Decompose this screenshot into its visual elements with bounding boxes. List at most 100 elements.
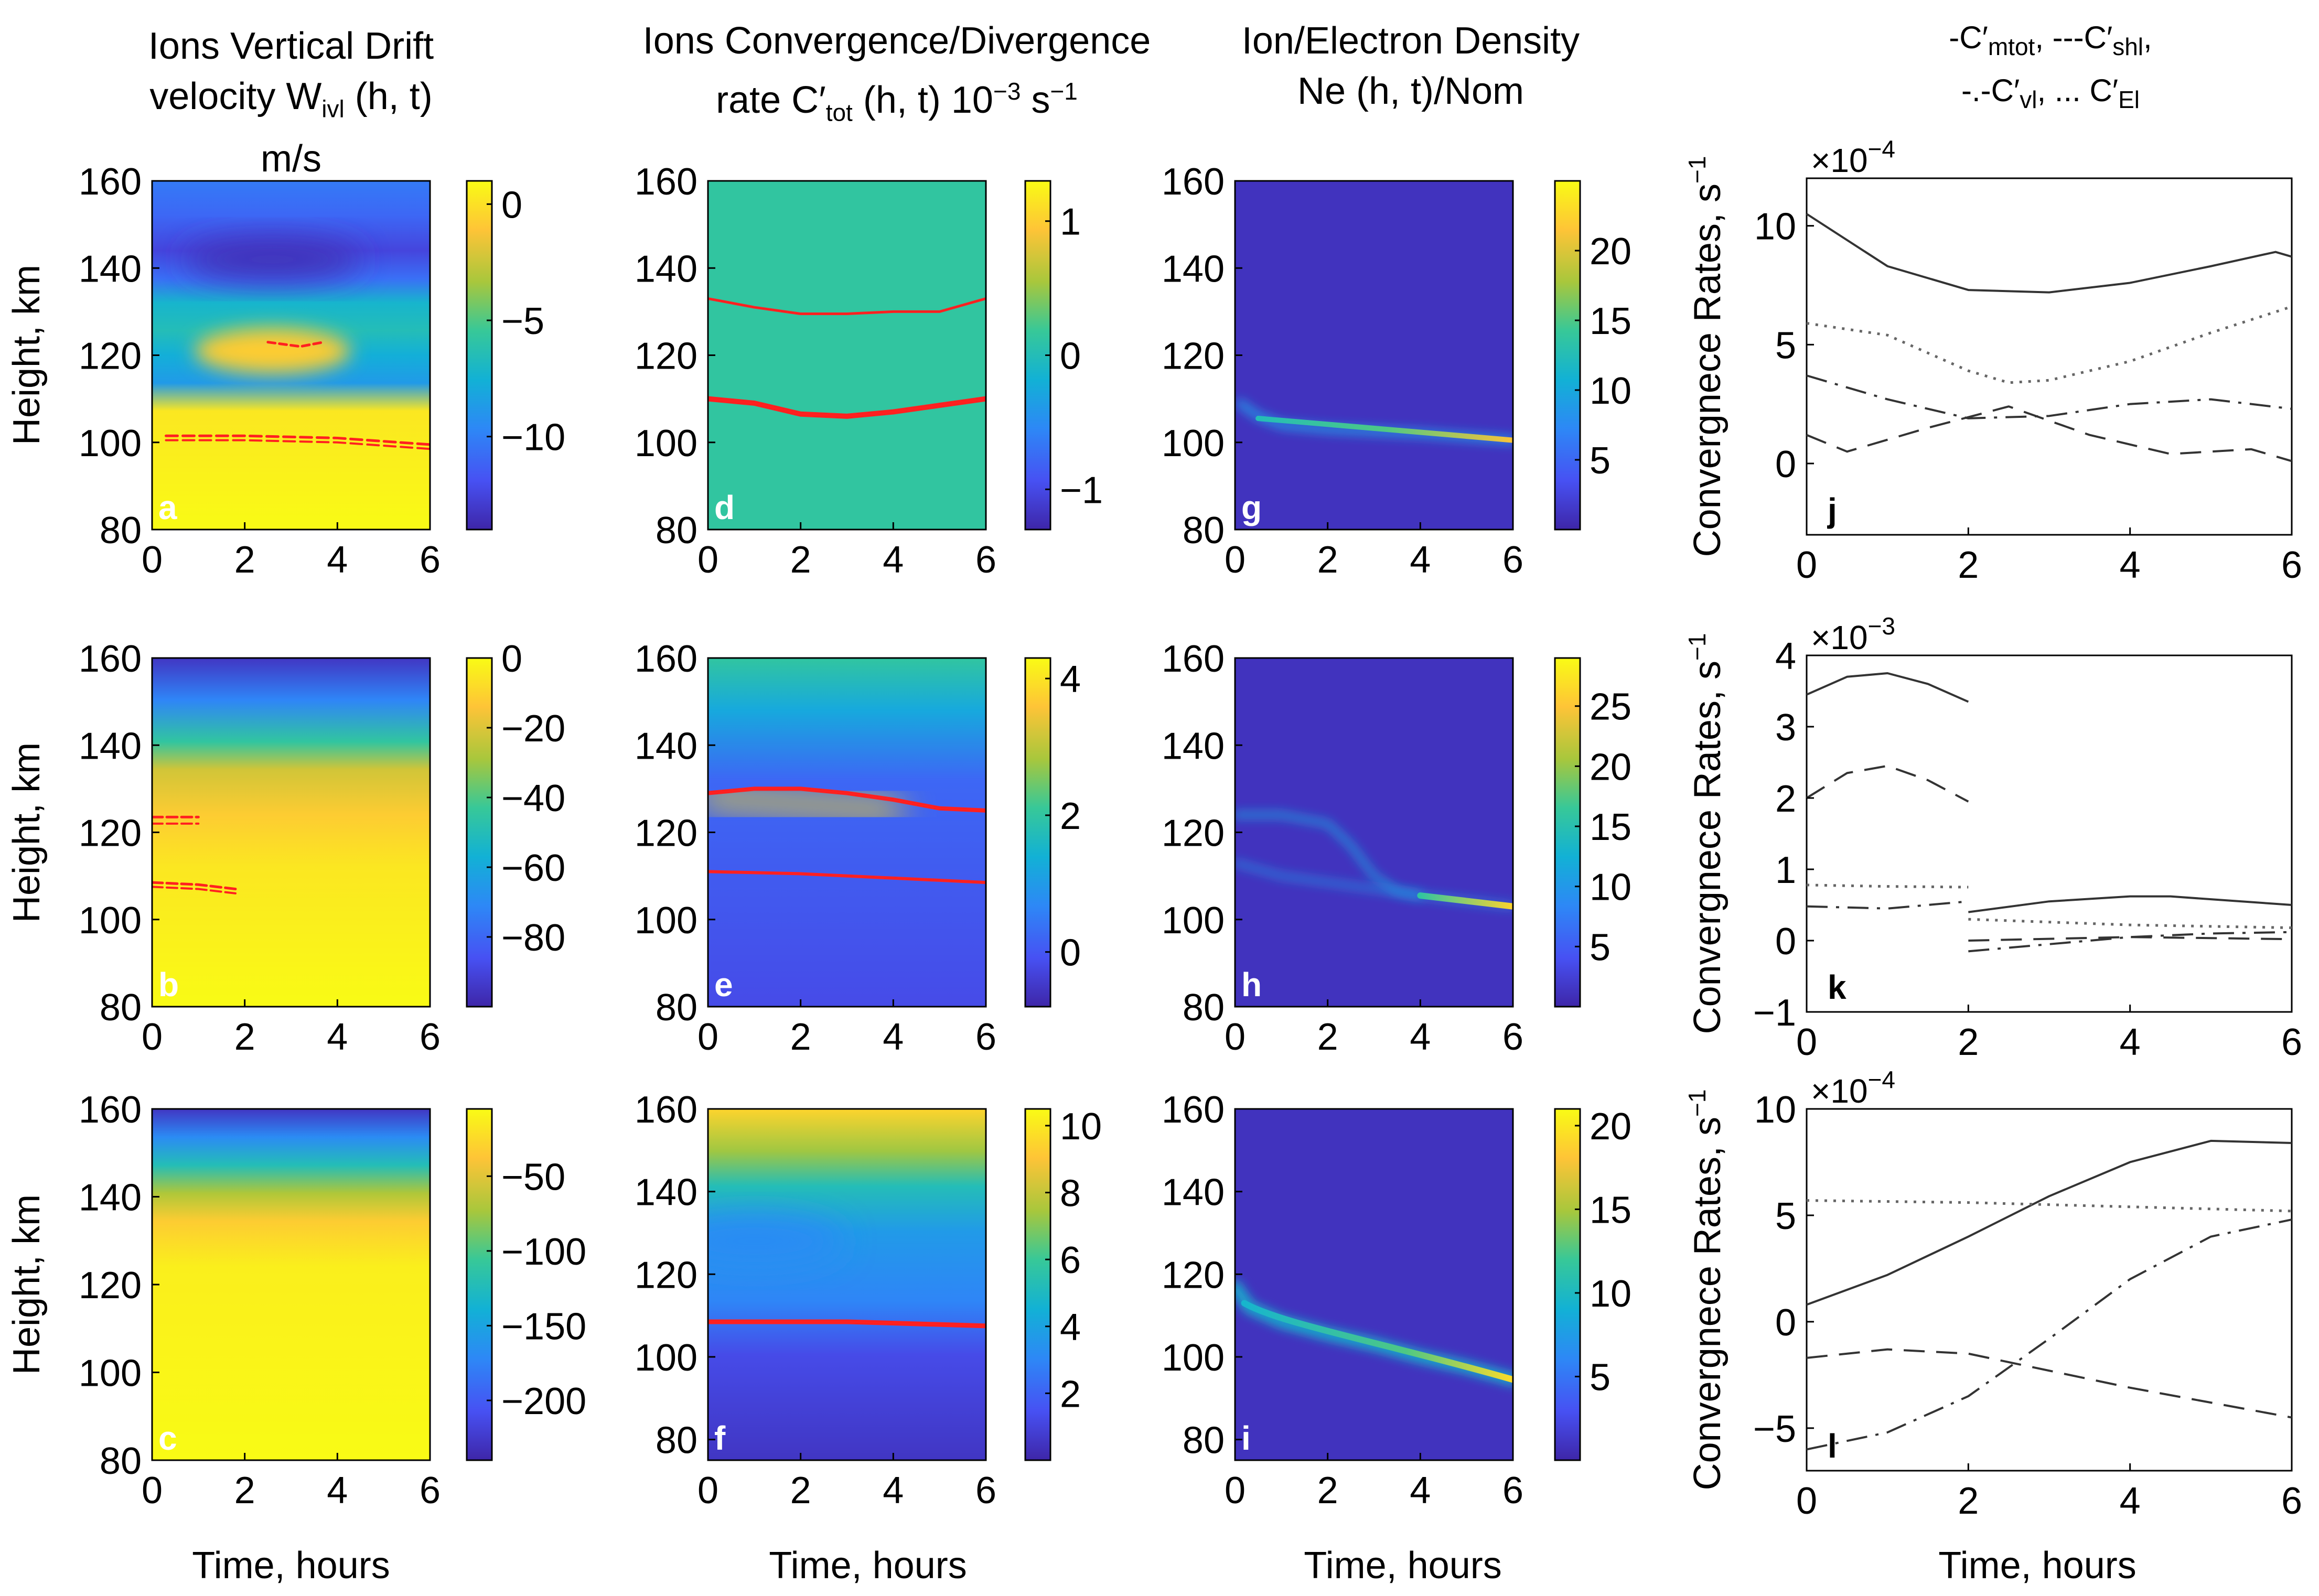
colorbar-tick-label-h: 15	[1590, 806, 1631, 848]
x-tick-label-a: 2	[234, 539, 255, 581]
x-axis-label: Time, hours	[1938, 1545, 2136, 1587]
y-tick-label-j: 5	[1775, 325, 1796, 366]
header-col2: Ions Convergence/Divergence rate C′tot (…	[603, 16, 1190, 137]
scale-factor-l: ×10−4	[1811, 1066, 1895, 1110]
y-tick-label-f: 80	[656, 1420, 697, 1462]
colorbar-tick-label-h: 25	[1590, 686, 1631, 728]
panel-letter-i: i	[1241, 1419, 1251, 1457]
panel-letter-d: d	[714, 489, 735, 526]
colorbar-f	[1024, 1108, 1051, 1461]
y-tick-label-a: 140	[79, 248, 142, 290]
scale-exponent-l: −4	[1868, 1066, 1895, 1093]
x-tick-label-f: 4	[883, 1470, 904, 1512]
panel-letter-l: l	[1828, 1427, 1837, 1465]
colorbar-tick-label-h: 10	[1590, 867, 1631, 909]
x-tick-label-b: 4	[327, 1016, 348, 1058]
series-k-cvl-3	[1806, 900, 1969, 910]
heatmap-d	[708, 181, 986, 530]
panel-e	[707, 657, 1051, 1008]
series-l-cel-1	[1806, 1199, 2292, 1213]
header-col1-line1: Ions Vertical Drift	[148, 25, 434, 67]
scale-exponent-j: −4	[1868, 135, 1895, 163]
x-tick-label-g: 2	[1317, 539, 1338, 581]
header-col4-line1: -C′mtot, ---C′shl,	[1949, 20, 2152, 60]
y-tick-label-j: 10	[1754, 206, 1796, 248]
panel-b	[151, 657, 493, 1008]
y-tick-label-d: 140	[635, 248, 697, 290]
heatmap-a	[152, 181, 430, 530]
header-col1: Ions Vertical Drift velocity Wivl (h, t)…	[121, 21, 461, 184]
y-tick-label-l: 10	[1754, 1089, 1796, 1131]
y-tick-label-i: 100	[1162, 1337, 1225, 1379]
contour-b-lower2	[152, 886, 237, 894]
contour-a-upper	[266, 341, 325, 348]
contour-a-lower	[165, 434, 430, 446]
x-tick-label-i: 6	[1502, 1470, 1523, 1512]
colorbar-tick-label-i: 5	[1590, 1356, 1611, 1398]
y-tick-label-i: 120	[1162, 1254, 1225, 1296]
y-tick-label-f: 160	[635, 1089, 697, 1131]
panel-letter-h: h	[1241, 966, 1262, 1004]
y-tick-label-e: 100	[635, 900, 697, 942]
panel-letter-j: j	[1827, 491, 1837, 529]
x-tick-label-h: 0	[1225, 1016, 1246, 1058]
y-axis-label-j: Convergnece Rates, s−1	[1683, 156, 1728, 557]
colorbar-tick-label-f: 4	[1060, 1307, 1081, 1349]
header-col1-line2: velocity Wivl (h, t) m/s	[149, 76, 433, 180]
axes-frame-i	[1234, 1108, 1514, 1461]
header-col3-line2: Ne (h, t)/Nom	[1297, 70, 1524, 112]
colorbar-tick-label-b: −40	[501, 778, 565, 819]
axes-frame-f	[707, 1108, 987, 1461]
colorbar-tick-label-g: 15	[1590, 300, 1631, 342]
x-axis-label: Time, hours	[192, 1545, 390, 1587]
axes-frame-j	[1806, 177, 2293, 536]
x-tick-label-c: 6	[420, 1470, 441, 1512]
y-axis-label-k: Convergnece Rates, s−1	[1683, 633, 1728, 1034]
colorbar-tick-label-f: 6	[1060, 1239, 1081, 1281]
layer-i	[1241, 1300, 1513, 1383]
series-l-cmtot-0	[1806, 1139, 2292, 1306]
colorbar-tick-label-b: 0	[501, 638, 522, 680]
series-j-cmtot-0	[1806, 213, 2292, 294]
y-tick-label-e: 80	[656, 987, 697, 1029]
y-tick-label-f: 100	[635, 1337, 697, 1379]
y-tick-label-k: 2	[1775, 778, 1796, 820]
y-tick-label-a: 80	[100, 510, 142, 552]
field-f	[708, 1109, 986, 1460]
y-tick-label-k: 3	[1775, 707, 1796, 749]
colorbar-tick-label-a: 0	[501, 184, 522, 226]
colorbar-tick-label-i: 15	[1590, 1189, 1631, 1231]
y-tick-label-f: 140	[635, 1172, 697, 1214]
y-tick-label-l: −5	[1753, 1408, 1796, 1450]
contour-e-lower	[708, 870, 986, 885]
colorbar-tick-label-b: −20	[501, 708, 565, 750]
x-tick-label-i: 0	[1225, 1470, 1246, 1512]
blob-a-low	[184, 238, 362, 281]
heatmap-g	[1235, 181, 1513, 530]
panel-k	[1806, 654, 2293, 1013]
y-tick-label-a: 100	[79, 423, 142, 465]
x-tick-label-k: 4	[2120, 1021, 2141, 1063]
header-col3: Ion/Electron Density Ne (h, t)/Nom	[1180, 16, 1641, 116]
y-tick-label-g: 160	[1162, 161, 1225, 203]
y-axis-label: Height, km	[6, 1194, 48, 1375]
y-tick-label-l: 5	[1775, 1195, 1796, 1237]
header-col2-line2: rate C′tot (h, t) 10−3 s−1	[716, 78, 1078, 126]
colorbar-tick-label-g: 20	[1590, 231, 1631, 273]
colorbar-c	[466, 1108, 493, 1461]
y-tick-label-g: 80	[1183, 510, 1225, 552]
x-tick-label-d: 6	[975, 539, 996, 581]
x-tick-label-a: 4	[327, 539, 348, 581]
y-tick-label-i: 80	[1183, 1420, 1225, 1462]
colorbar-e	[1024, 657, 1051, 1008]
y-tick-label-k: −1	[1753, 992, 1796, 1034]
series-j-cvl-2	[1806, 374, 2292, 419]
x-axis-label: Time, hours	[1304, 1545, 1501, 1587]
x-tick-label-f: 0	[697, 1470, 718, 1512]
panel-letter-e: e	[714, 966, 733, 1004]
y-tick-label-g: 140	[1162, 248, 1225, 290]
y-axis-label-l: Convergnece Rates, s−1	[1683, 1090, 1728, 1491]
y-tick-label-b: 80	[100, 987, 142, 1029]
field-b	[152, 658, 430, 1007]
colorbar-tick-label-a: −5	[501, 300, 544, 342]
